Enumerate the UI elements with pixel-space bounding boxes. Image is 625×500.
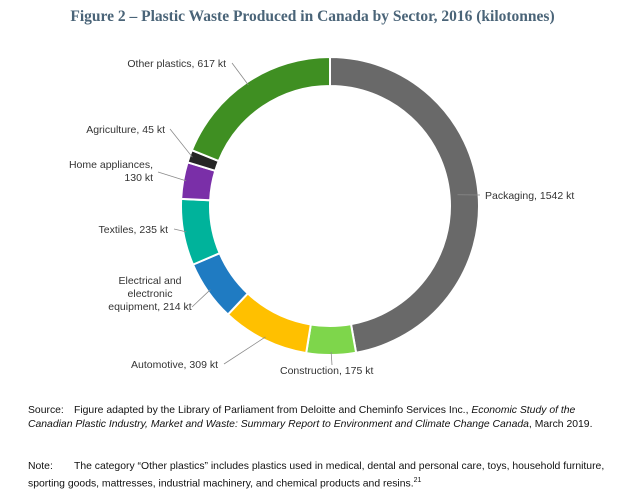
source-date: , March 2019.: [528, 419, 593, 430]
note-reference: 21: [413, 477, 422, 484]
slice-packaging: [329, 55, 480, 354]
slice-group: [180, 55, 480, 356]
slice-label: electronic: [128, 288, 173, 300]
footnote: Note: The category “Other plastics” inclu…: [28, 460, 613, 491]
leader-line: [330, 351, 333, 366]
slice-label: equipment, 214 kt: [108, 301, 192, 313]
slice-label: Agriculture, 45 kt: [86, 124, 165, 136]
slice-label: Textiles, 235 kt: [99, 224, 169, 236]
slice-textiles: [180, 197, 221, 266]
slice-label: Other plastics, 617 kt: [127, 58, 226, 70]
source-tag: Source:: [28, 405, 64, 416]
leader-line: [231, 62, 249, 86]
slice-label: Construction, 175 kt: [280, 365, 373, 377]
leader-line: [157, 171, 187, 182]
slice-label: 130 kt: [124, 172, 153, 184]
leader-group: [157, 62, 481, 366]
note-text: The category “Other plastics” includes p…: [28, 461, 605, 490]
leader-line: [223, 336, 266, 365]
note-tag: Note:: [28, 461, 53, 472]
leader-line: [169, 128, 193, 158]
slice-label: Home appliances,: [69, 159, 153, 171]
slice-label: Packaging, 1542 kt: [485, 190, 574, 202]
chart-title: Figure 2 – Plastic Waste Produced in Can…: [70, 8, 555, 25]
source-note: Source: Figure adapted by the Library of …: [28, 404, 613, 432]
leader-line: [173, 228, 187, 233]
slice-label: Automotive, 309 kt: [131, 359, 218, 371]
source-title: Economic Study of the Canadian Plastic I…: [28, 405, 576, 430]
donut-chart: Packaging, 1542 kt Construction, 175 kt Au…: [69, 55, 574, 377]
source-text: Figure adapted by the Library of Parliam…: [74, 405, 472, 416]
label-group: Packaging, 1542 kt Construction, 175 kt Au…: [69, 58, 574, 377]
leader-line: [191, 289, 211, 308]
slice-label: Electrical and: [118, 275, 181, 287]
slice-other-plastics: [190, 55, 331, 163]
slice-construction: [305, 322, 358, 356]
